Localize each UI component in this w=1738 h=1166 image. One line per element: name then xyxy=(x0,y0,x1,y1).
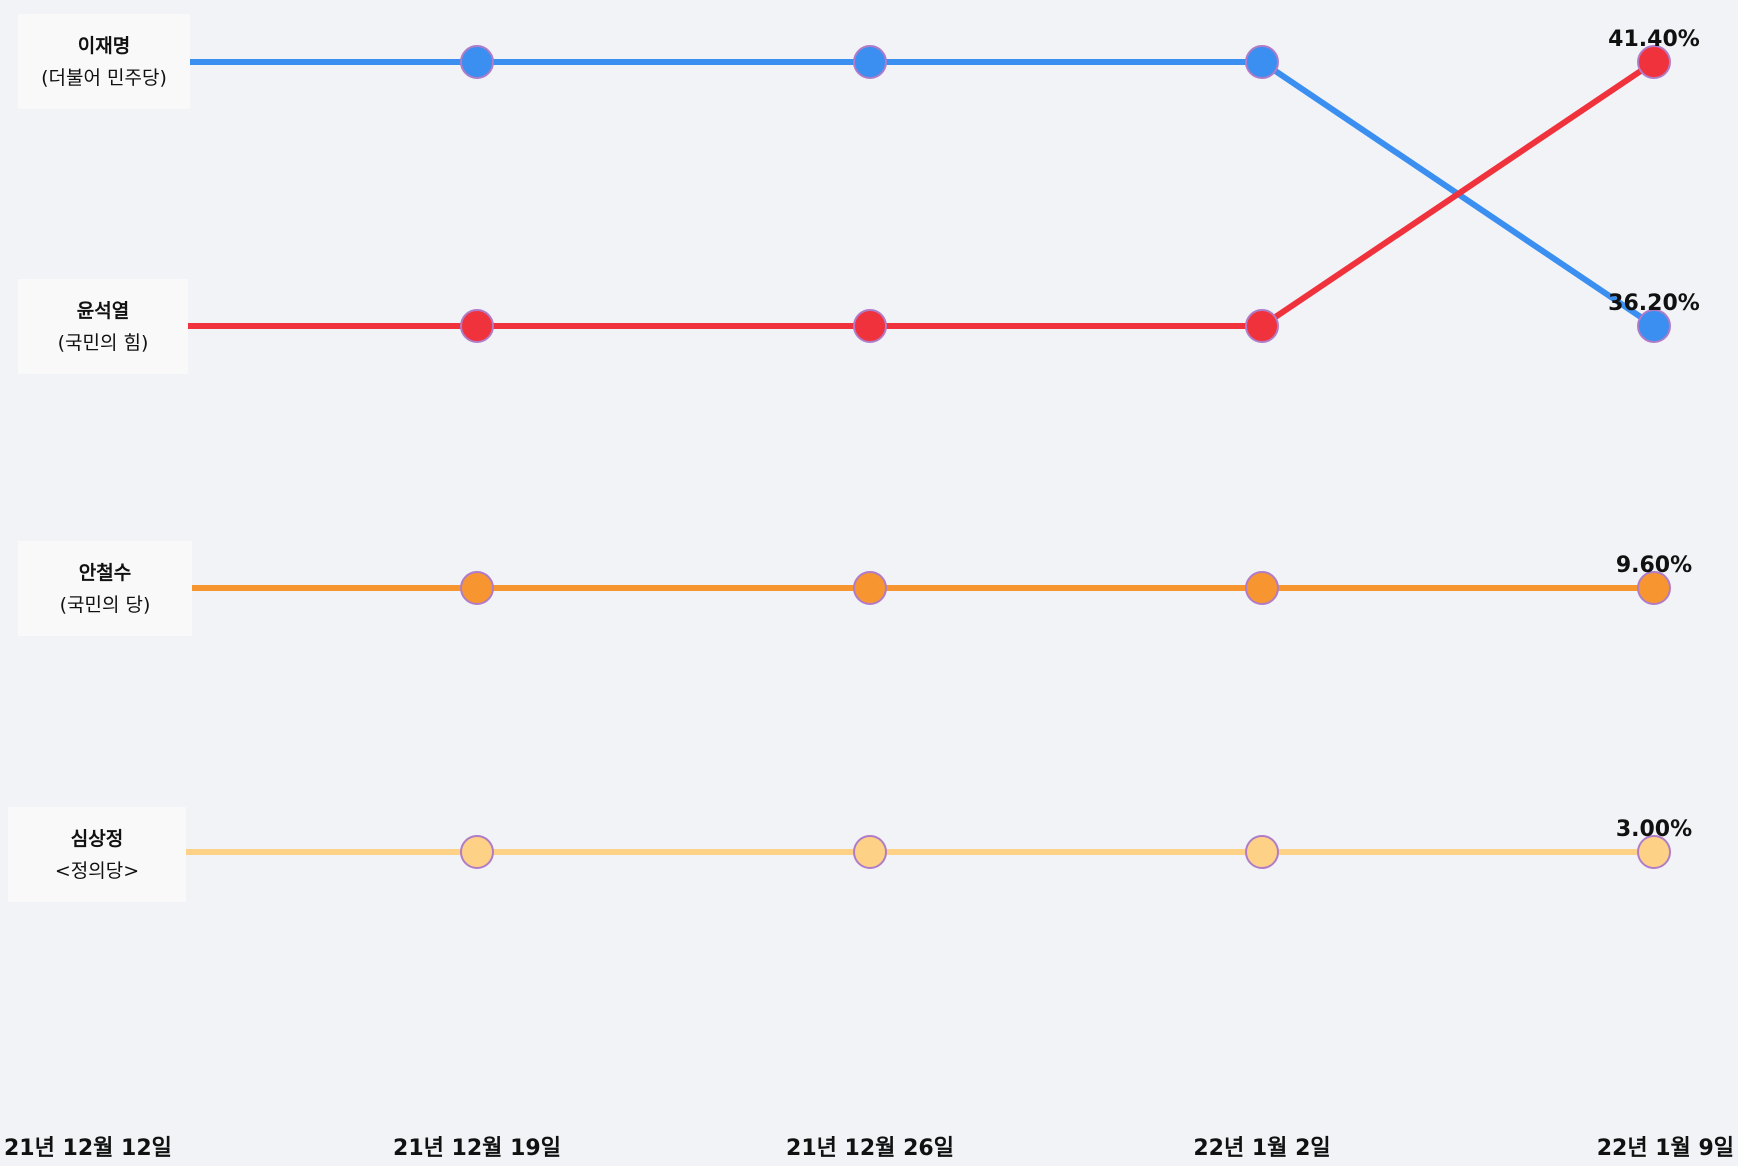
end-dot xyxy=(1649,583,1659,593)
candidate-labels: 이재명 (더불어 민주당) 윤석열 (국민의 힘) 안철수 (국민의 당) 심상정 <정의당> xyxy=(8,14,192,902)
end-dot xyxy=(1649,321,1659,331)
candidate-party: (더불어 민주당) xyxy=(41,67,167,89)
candidate-party: <정의당> xyxy=(55,860,139,882)
candidate-name: 심상정 xyxy=(71,828,123,850)
data-point[interactable] xyxy=(460,571,494,605)
candidate-name: 안철수 xyxy=(79,562,131,584)
data-point[interactable] xyxy=(1245,571,1279,605)
x-tick-label: 21년 12월 19일 xyxy=(393,1136,561,1161)
candidate-name: 윤석열 xyxy=(77,300,129,322)
label-background xyxy=(18,14,190,109)
candidate-label: 윤석열 (국민의 힘) xyxy=(18,279,188,374)
candidate-name: 이재명 xyxy=(78,35,130,57)
data-point[interactable] xyxy=(853,309,887,343)
label-background xyxy=(18,541,192,636)
end-dot xyxy=(1649,57,1659,67)
x-tick-label: 22년 1월 9일 xyxy=(1597,1136,1734,1161)
data-point[interactable] xyxy=(853,571,887,605)
label-background xyxy=(8,807,186,902)
value-label: 41.40% xyxy=(1608,27,1700,52)
data-point[interactable] xyxy=(460,835,494,869)
series-line-2 xyxy=(57,59,1657,329)
data-point[interactable] xyxy=(1245,309,1279,343)
x-tick-label: 21년 12월 26일 xyxy=(786,1136,954,1161)
candidate-label: 안철수 (국민의 당) xyxy=(18,541,192,636)
series-line-1 xyxy=(57,59,1657,329)
candidate-party: (국민의 당) xyxy=(60,594,151,616)
x-axis: 21년 12월 12일 21년 12월 19일 21년 12월 26일 22년 1월 … xyxy=(4,1136,1734,1161)
data-point[interactable] xyxy=(460,45,494,79)
data-point[interactable] xyxy=(853,45,887,79)
value-label: 9.60% xyxy=(1616,553,1692,578)
value-label: 3.00% xyxy=(1616,817,1692,842)
series-markers xyxy=(460,45,1671,869)
candidate-label: 이재명 (더불어 민주당) xyxy=(18,14,190,109)
data-point[interactable] xyxy=(460,309,494,343)
value-labels: 36.20% 41.40% 9.60% 3.00% xyxy=(1608,27,1700,842)
data-point[interactable] xyxy=(853,835,887,869)
label-background xyxy=(18,279,188,374)
candidate-party: (국민의 힘) xyxy=(58,332,149,354)
value-label: 36.20% xyxy=(1608,291,1700,316)
series-lines xyxy=(57,59,1657,855)
candidate-label: 심상정 <정의당> xyxy=(8,807,186,902)
data-point[interactable] xyxy=(1245,835,1279,869)
data-point[interactable] xyxy=(1245,45,1279,79)
x-tick-label: 22년 1월 2일 xyxy=(1193,1136,1330,1161)
x-tick-label: 21년 12월 12일 xyxy=(4,1136,172,1161)
end-dot xyxy=(1649,847,1659,857)
